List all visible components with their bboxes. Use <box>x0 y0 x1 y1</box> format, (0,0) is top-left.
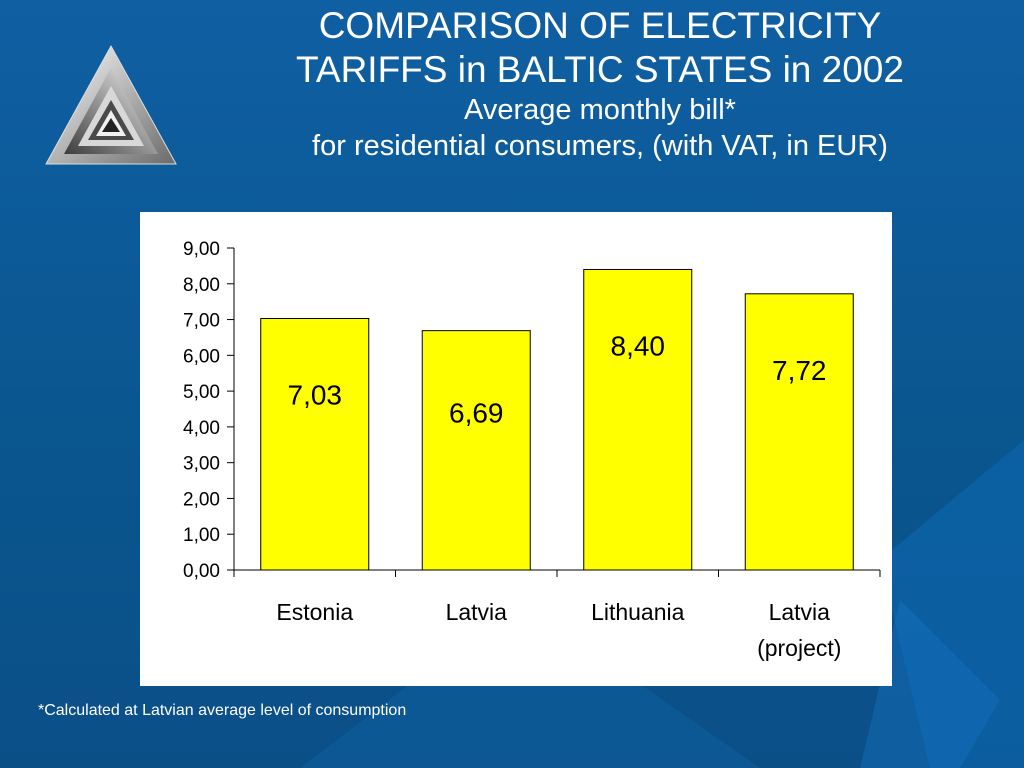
slide-title-line-2: TARIFFS in BALTIC STATES in 2002 <box>296 49 904 90</box>
x-axis-category-label: Latvia <box>769 599 831 625</box>
chart-panel: 0,00 1,00 2,00 3,00 4,00 5,00 6,00 7,00 8,00 9,00… <box>140 212 892 686</box>
y-axis-tick-label: 6,00 <box>183 346 220 367</box>
bar-data-label: 8,40 <box>611 330 666 361</box>
slide-title-block: COMPARISON OF ELECTRICITY TARIFFS in BAL… <box>190 4 1010 164</box>
bar <box>583 268 693 571</box>
triangle-spiral-logo-icon <box>45 44 177 165</box>
y-axis-tick-label: 7,00 <box>183 311 220 332</box>
y-axis-tick-label: 1,00 <box>183 525 220 546</box>
bar <box>421 330 531 571</box>
bar <box>260 317 370 571</box>
slide-title-line-1: COMPARISON OF ELECTRICITY <box>318 5 882 46</box>
bar-data-label: 7,03 <box>288 379 343 410</box>
footnote: *Calculated at Latvian average level of … <box>38 702 407 719</box>
x-axis-category-label: Estonia <box>276 599 353 625</box>
x-axis-category-label: Latvia <box>446 599 508 625</box>
slide-subtitle-line-2: for residential consumers, (with VAT, in… <box>312 130 888 162</box>
y-axis-tick-label: 2,00 <box>183 489 220 510</box>
bar-data-label: 7,72 <box>772 355 827 386</box>
bar-chart: 0,00 1,00 2,00 3,00 4,00 5,00 6,00 7,00 8,00 9,00… <box>183 239 881 661</box>
bar <box>744 293 854 571</box>
x-axis-category-label: Lithuania <box>591 599 685 625</box>
bar-data-label: 6,69 <box>449 398 504 429</box>
y-axis-tick-label: 3,00 <box>183 454 220 475</box>
y-axis-tick-label: 0,00 <box>183 561 220 582</box>
y-axis-tick-label: 5,00 <box>183 382 220 403</box>
x-axis-category-label: (project) <box>757 635 841 661</box>
y-axis-tick-label: 8,00 <box>183 275 220 296</box>
slide-subtitle-line-1: Average monthly bill* <box>464 94 736 126</box>
y-axis-tick-label: 4,00 <box>183 418 220 439</box>
y-axis-tick-label: 9,00 <box>183 239 220 260</box>
